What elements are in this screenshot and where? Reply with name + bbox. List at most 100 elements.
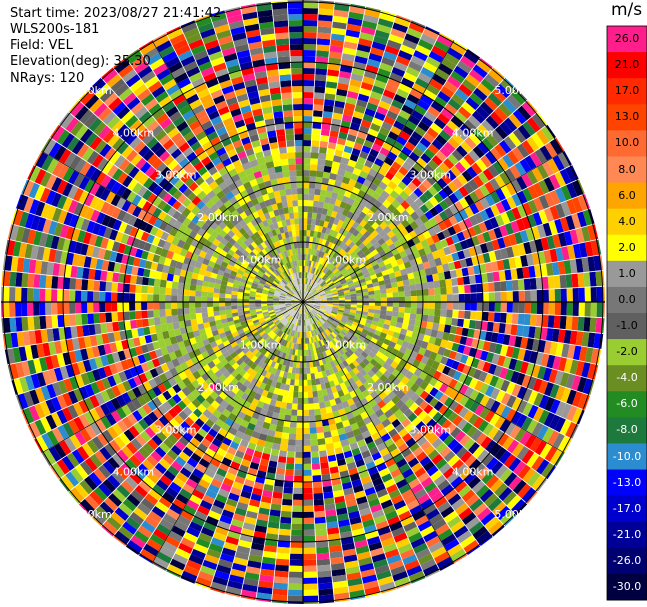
- velocity-gate: [303, 463, 312, 470]
- velocity-gate: [393, 93, 407, 105]
- velocity-gate: [453, 189, 464, 201]
- velocity-gate: [348, 234, 356, 242]
- velocity-gate: [419, 203, 430, 214]
- velocity-gate: [312, 281, 317, 287]
- velocity-gate: [290, 529, 303, 536]
- velocity-gate: [389, 190, 400, 200]
- velocity-gate: [111, 302, 118, 312]
- ray-separator: [318, 1, 335, 153]
- velocity-gate: [347, 248, 354, 256]
- velocity-gate: [303, 457, 312, 464]
- velocity-gate: [354, 256, 362, 264]
- velocity-gate: [389, 72, 404, 83]
- velocity-gate: [290, 415, 297, 422]
- velocity-gate: [404, 141, 416, 152]
- velocity-gate: [395, 114, 408, 126]
- velocity-gate: [291, 403, 298, 410]
- velocity-gate: [87, 302, 94, 314]
- velocity-gate: [346, 133, 357, 143]
- velocity-gate: [323, 105, 334, 113]
- velocity-gate: [294, 463, 303, 470]
- velocity-gate: [360, 26, 376, 36]
- velocity-gate: [307, 294, 313, 299]
- velocity-gate: [524, 302, 531, 314]
- velocity-gate: [303, 541, 316, 548]
- velocity-gate: [333, 218, 340, 226]
- velocity-gate: [153, 278, 161, 287]
- velocity-gate: [409, 88, 423, 100]
- velocity-gate: [325, 261, 332, 268]
- velocity-gate: [303, 224, 308, 231]
- velocity-gate: [351, 244, 359, 252]
- velocity-gate: [303, 122, 313, 129]
- velocity-gate: [390, 146, 401, 157]
- velocity-gate: [314, 80, 327, 88]
- velocity-gate: [422, 61, 438, 74]
- velocity-gate: [147, 285, 154, 295]
- velocity-gate: [450, 165, 462, 178]
- velocity-gate: [320, 183, 328, 191]
- velocity-gate: [378, 100, 391, 111]
- velocity-gate: [171, 308, 178, 316]
- velocity-gate: [276, 552, 290, 560]
- velocity-gate: [293, 481, 303, 488]
- velocity-gate: [307, 285, 312, 292]
- velocity-gate: [332, 268, 339, 274]
- velocity-gate: [314, 182, 322, 190]
- velocity-gate: [313, 268, 318, 275]
- velocity-gate: [318, 8, 334, 16]
- velocity-gate: [390, 235, 399, 244]
- velocity-gate: [388, 104, 402, 115]
- velocity-gate: [583, 316, 591, 333]
- velocity-gate: [183, 289, 190, 296]
- velocity-gate: [189, 296, 196, 302]
- velocity-gate: [394, 170, 405, 181]
- velocity-gate: [373, 157, 384, 167]
- velocity-gate: [361, 256, 369, 263]
- velocity-gate: [369, 90, 383, 101]
- velocity-gate: [444, 103, 458, 116]
- velocity-gate: [506, 302, 513, 313]
- velocity-gate: [320, 258, 325, 265]
- velocity-gate: [195, 307, 202, 314]
- velocity-gate: [379, 221, 388, 230]
- velocity-gate: [305, 242, 310, 249]
- velocity-gate: [303, 385, 308, 392]
- velocity-gate: [159, 309, 166, 318]
- velocity-gate: [105, 281, 113, 292]
- velocity-gate: [314, 243, 319, 250]
- velocity-gate: [287, 396, 293, 404]
- velocity-gate: [9, 317, 17, 333]
- velocity-gate: [364, 108, 377, 118]
- velocity-gate: [384, 83, 399, 94]
- velocity-gate: [430, 122, 443, 135]
- velocity-gate: [319, 264, 324, 271]
- velocity-gate: [425, 26, 441, 35]
- velocity-gate: [45, 302, 52, 316]
- velocity-gate: [451, 277, 459, 287]
- velocity-gate: [147, 293, 154, 302]
- velocity-gate: [472, 128, 486, 142]
- velocity-gate: [371, 41, 387, 51]
- velocity-gate: [432, 273, 440, 282]
- velocity-gate: [596, 286, 603, 302]
- velocity-gate: [416, 308, 423, 315]
- velocity-gate: [342, 47, 357, 56]
- velocity-gate: [323, 233, 329, 241]
- velocity-gate: [303, 218, 308, 225]
- velocity-gate: [559, 274, 567, 289]
- velocity-gate: [330, 210, 338, 218]
- velocity-gate: [447, 47, 464, 61]
- velocity-gate: [225, 302, 232, 307]
- velocity-gate: [189, 302, 196, 308]
- velocity-gate: [39, 302, 46, 316]
- velocity-gate: [404, 307, 411, 314]
- velocity-gate: [589, 317, 597, 333]
- velocity-gate: [329, 45, 344, 54]
- velocity-gate: [392, 297, 399, 302]
- velocity-gate: [451, 149, 464, 162]
- velocity-gate: [343, 145, 354, 154]
- velocity-gate: [414, 77, 429, 89]
- velocity-gate: [310, 152, 319, 159]
- velocity-gate: [468, 319, 476, 330]
